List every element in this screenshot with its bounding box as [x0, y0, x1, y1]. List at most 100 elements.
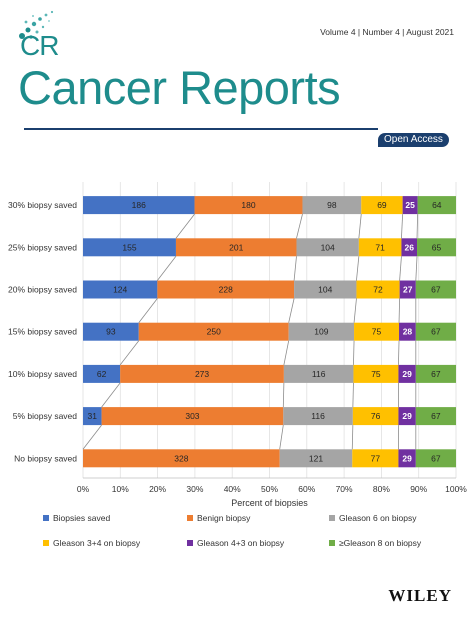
data-label: 75	[371, 369, 381, 379]
data-label: 67	[431, 327, 441, 337]
bar-segment	[294, 280, 357, 299]
bar-segment	[415, 407, 456, 426]
data-label: 29	[402, 369, 412, 379]
x-tick-label: 20%	[149, 484, 166, 494]
data-label: 124	[113, 285, 127, 295]
series-connector-line	[282, 382, 285, 408]
series-connector-line	[157, 256, 177, 281]
series-connector-line	[296, 214, 303, 239]
series-connector-line	[352, 382, 354, 408]
bar-segment	[415, 322, 456, 341]
data-label: 28	[403, 327, 413, 337]
x-tick-label: 0%	[77, 484, 90, 494]
series-connector-line	[398, 340, 400, 365]
publisher-logo: WILEY	[388, 586, 452, 605]
title-underline	[24, 128, 378, 130]
x-tick-label: 90%	[410, 484, 427, 494]
data-label: 75	[372, 327, 382, 337]
y-category-label: 10% biopsy saved	[8, 369, 77, 379]
data-label: 77	[371, 453, 381, 463]
journal-logo: CR	[20, 30, 59, 61]
bar-segment	[302, 196, 362, 215]
series-connector-line	[353, 298, 357, 323]
bar-segment	[157, 280, 295, 299]
data-label: 62	[97, 369, 107, 379]
bar-segment	[401, 238, 418, 257]
y-category-label: No biopsy saved	[14, 453, 77, 463]
data-label: 104	[321, 242, 335, 252]
stacked-bar-chart: 0% 10% 20% 30% 40% 50% 60% 70% 80% 90% 100% Percent…	[8, 182, 467, 548]
open-access-badge: Open Access	[378, 133, 449, 147]
series-connector-line	[401, 214, 404, 239]
series-connector-line	[288, 298, 295, 323]
logo-dots-icon	[19, 10, 54, 39]
data-label: 93	[106, 327, 116, 337]
series-connector-line	[415, 256, 418, 281]
bar-segment	[288, 322, 355, 341]
x-tick-label: 40%	[224, 484, 241, 494]
legend-swatch	[43, 540, 49, 546]
bar-segment	[417, 196, 456, 215]
series-connector-line	[353, 340, 355, 365]
series-connector-line	[399, 256, 402, 281]
bar-segment	[398, 407, 416, 426]
data-label: 109	[314, 327, 328, 337]
bar-segment	[358, 238, 402, 257]
data-label: 65	[432, 242, 442, 252]
data-label: 116	[311, 411, 325, 421]
series-connector-line	[358, 214, 362, 239]
bar-segment	[83, 449, 280, 468]
data-label: 67	[431, 285, 441, 295]
legend-entry: Benign biopsy	[197, 513, 251, 523]
x-tick-label: 70%	[336, 484, 353, 494]
bar-segment	[194, 196, 303, 215]
data-label: 328	[174, 453, 188, 463]
bar-segment	[354, 322, 400, 341]
data-label: 228	[219, 285, 233, 295]
data-label: 121	[309, 453, 323, 463]
legend-entry: Biopsies saved	[53, 513, 110, 523]
data-label: 155	[122, 242, 136, 252]
bar-segment	[417, 238, 456, 257]
bar-segment	[399, 322, 416, 341]
bar-segment	[402, 196, 418, 215]
x-tick-label: 60%	[298, 484, 315, 494]
data-label: 116	[312, 369, 326, 379]
series-connector-line	[119, 340, 140, 366]
legend-entry: ≥Gleason 8 on biopsy	[339, 538, 422, 548]
bar-segment	[415, 280, 456, 299]
data-label: 72	[373, 285, 383, 295]
legend-entry: Gleason 6 on biopsy	[339, 513, 417, 523]
bar-segment	[83, 322, 139, 341]
data-label: 31	[88, 411, 98, 421]
series-connector-line	[101, 382, 121, 408]
y-category-label: 30% biopsy saved	[8, 200, 77, 210]
series-connector-line	[82, 424, 102, 450]
bar-segment	[399, 280, 416, 299]
data-label: 67	[431, 453, 441, 463]
data-label: 104	[318, 285, 332, 295]
series-connector-line	[398, 298, 401, 323]
y-category-label: 25% biopsy saved	[8, 242, 77, 252]
data-label: 273	[195, 369, 209, 379]
bar-segment	[120, 364, 284, 383]
bar-segment	[415, 364, 456, 383]
bar-segment	[283, 407, 353, 426]
x-axis-title: Percent of biopsies	[231, 498, 308, 508]
x-tick-label: 30%	[186, 484, 203, 494]
data-label: 26	[404, 242, 414, 252]
data-label: 64	[432, 200, 442, 210]
legend-swatch	[187, 540, 193, 546]
legend-entry: Gleason 3+4 on biopsy	[53, 538, 141, 548]
bar-segment	[101, 407, 284, 426]
bar-segment	[83, 280, 158, 299]
series-connector-line	[138, 298, 158, 323]
data-label: 180	[241, 200, 255, 210]
data-label: 29	[402, 411, 412, 421]
x-tick-label: 100%	[445, 484, 467, 494]
bar-segment	[138, 322, 289, 341]
y-category-label: 5% biopsy saved	[13, 411, 78, 421]
data-label: 76	[371, 411, 381, 421]
volume-info: Volume 4 | Number 4 | August 2021	[320, 27, 454, 37]
bar-segment	[83, 407, 102, 426]
